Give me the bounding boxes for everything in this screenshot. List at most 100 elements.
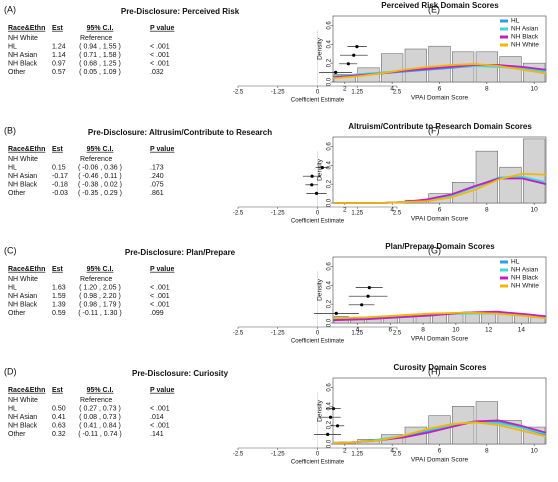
row-label: NH Asian bbox=[8, 173, 37, 180]
y-tick-label: 0.0 bbox=[327, 318, 333, 327]
y-tick-label: 0.0 bbox=[327, 439, 333, 448]
estimate-point bbox=[326, 432, 330, 436]
column-header: Est bbox=[52, 266, 64, 273]
panel-label: (D) bbox=[4, 366, 17, 376]
estimate-label: 1.59 bbox=[52, 293, 66, 300]
x-tick-label: 8 bbox=[485, 448, 489, 455]
histogram-bar bbox=[475, 150, 498, 204]
x-tick-label: 4 bbox=[390, 86, 394, 93]
ci-label: ( 0.05 , 1.09 ) bbox=[79, 69, 121, 76]
p-label: < .001 bbox=[150, 284, 170, 291]
x-tick-label: 2.5 bbox=[393, 452, 402, 458]
y-axis-label: Density bbox=[317, 278, 324, 300]
row-label: NH White bbox=[8, 156, 38, 163]
estimate-point bbox=[366, 294, 370, 298]
y-tick-label: 0.2 bbox=[327, 58, 333, 67]
x-tick-label: -2.5 bbox=[233, 331, 244, 337]
row-label: HL bbox=[8, 405, 17, 412]
p-label: .032 bbox=[150, 69, 164, 76]
estimate-label: 1.14 bbox=[52, 52, 66, 59]
row-label: Other bbox=[8, 310, 26, 317]
x-tick-label: -1.25 bbox=[271, 331, 285, 337]
panel-label: (B) bbox=[4, 125, 16, 135]
y-axis-label: Density bbox=[317, 399, 324, 421]
x-axis-label: Coefficient Estimate bbox=[291, 339, 345, 345]
x-tick-label: 1.25 bbox=[351, 452, 363, 458]
estimate-point bbox=[334, 70, 338, 74]
histogram-bar bbox=[428, 45, 451, 83]
panel-title: Pre-Disclosure: Curiosity bbox=[132, 369, 229, 378]
y-tick-label: 0.4 bbox=[327, 39, 333, 48]
column-header: Race&Ethn bbox=[8, 387, 45, 394]
row-label: NH Black bbox=[8, 302, 38, 309]
panel-title: Perceived Risk Domain Scores bbox=[381, 1, 499, 10]
row-label: Other bbox=[8, 190, 26, 197]
panel-label: (F) bbox=[428, 125, 440, 135]
y-tick-label: 0.0 bbox=[327, 77, 333, 86]
legend-label: NH Asian bbox=[511, 267, 538, 274]
p-label: .099 bbox=[150, 310, 164, 317]
row-label: HL bbox=[8, 164, 17, 171]
density-curve bbox=[332, 311, 547, 320]
x-tick-label: 2.5 bbox=[393, 90, 402, 96]
estimate-point bbox=[355, 45, 359, 49]
column-header: Race&Ethn bbox=[8, 25, 45, 32]
panel-label: (C) bbox=[4, 245, 17, 255]
estimate-label: -0.18 bbox=[52, 182, 68, 189]
panel-title: Altruism/Contribute to Research Domain S… bbox=[348, 122, 532, 131]
estimate-point bbox=[310, 174, 314, 178]
x-tick-label: 12 bbox=[485, 327, 493, 334]
estimate-point bbox=[331, 407, 335, 411]
x-tick-label: 4 bbox=[390, 448, 394, 455]
x-tick-label: 10 bbox=[531, 86, 539, 93]
y-tick-label: 0.6 bbox=[327, 142, 333, 151]
x-tick-label: -2.5 bbox=[233, 90, 244, 96]
column-header: 95% C.I. bbox=[87, 266, 114, 273]
column-header: 95% C.I. bbox=[87, 146, 114, 153]
panel-title: Pre-Disclosure: Plan/Prepare bbox=[125, 248, 236, 257]
row-label: Other bbox=[8, 69, 26, 76]
estimate-point bbox=[320, 166, 324, 170]
x-tick-label: 8 bbox=[485, 207, 489, 214]
column-header: P value bbox=[150, 146, 174, 153]
estimate-label: Reference bbox=[80, 35, 112, 42]
x-tick-label: -1.25 bbox=[271, 211, 285, 217]
estimate-label: 0.59 bbox=[52, 310, 66, 317]
x-tick-label: 2.5 bbox=[393, 211, 402, 217]
x-tick-label: 14 bbox=[518, 327, 526, 334]
y-tick-label: 0.2 bbox=[327, 420, 333, 429]
panel-title: Pre-Disclosure: Altrusim/Contribute to R… bbox=[88, 128, 272, 137]
ci-label: ( -0.06 , 0.36 ) bbox=[78, 164, 122, 171]
density-curve bbox=[333, 172, 547, 204]
x-axis-label: VPAI Domain Score bbox=[411, 336, 469, 343]
estimate-label: Reference bbox=[80, 397, 112, 404]
column-header: 95% C.I. bbox=[87, 387, 114, 394]
ci-label: ( 0.94 , 1.55 ) bbox=[79, 43, 121, 50]
estimate-label: 1.39 bbox=[52, 302, 66, 309]
panel-title: Curosity Domain Scores bbox=[394, 363, 487, 372]
x-tick-label: 0 bbox=[316, 452, 320, 458]
panel-title: Plan/Prepare Domain Scores bbox=[385, 242, 495, 251]
x-tick-label: 1.25 bbox=[351, 90, 363, 96]
row-label: HL bbox=[8, 43, 17, 50]
p-label: < .001 bbox=[150, 52, 170, 59]
x-axis-label: Coefficient Estimate bbox=[291, 460, 345, 466]
estimate-label: 0.97 bbox=[52, 61, 66, 68]
estimate-label: -0.17 bbox=[52, 173, 68, 180]
ci-label: ( 0.71 , 1.58 ) bbox=[79, 52, 121, 59]
density-curve bbox=[332, 421, 547, 444]
estimate-label: -0.03 bbox=[52, 190, 68, 197]
y-axis-label: Density bbox=[317, 37, 324, 59]
estimate-label: Reference bbox=[80, 276, 112, 283]
x-tick-label: -1.25 bbox=[271, 90, 285, 96]
ci-label: ( -0.46 , 0.11 ) bbox=[78, 173, 121, 180]
estimate-point bbox=[310, 183, 314, 187]
column-header: Race&Ethn bbox=[8, 266, 45, 273]
histogram-bar bbox=[448, 313, 464, 324]
x-tick-label: 4 bbox=[356, 327, 360, 334]
row-label: HL bbox=[8, 284, 17, 291]
p-label: .014 bbox=[150, 414, 164, 421]
x-axis-label: Coefficient Estimate bbox=[291, 219, 345, 225]
estimate-point bbox=[352, 53, 356, 57]
